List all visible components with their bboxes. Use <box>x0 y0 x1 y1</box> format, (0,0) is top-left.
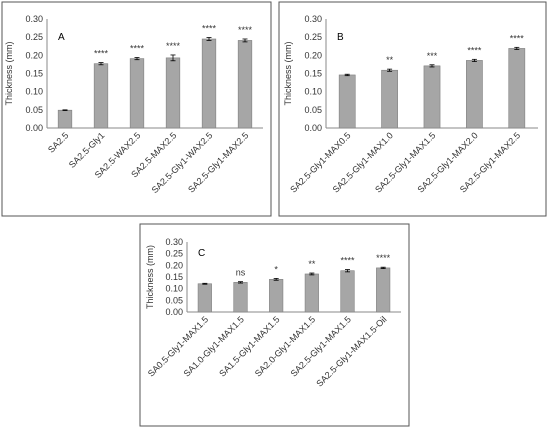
panel-c-significance-label: ns <box>236 268 246 278</box>
panel-c-bar <box>304 273 319 313</box>
panel-c-y-tick-label: 0.30 <box>165 237 183 247</box>
panel-b-y-tick-label: 0.10 <box>304 87 322 97</box>
panel-a-y-tick-label: 0.05 <box>25 105 43 115</box>
panel-b-bar <box>381 69 398 129</box>
panel-c-y-axis-label: Thickness (mm) <box>145 245 155 309</box>
panel-a-significance-label: **** <box>166 41 181 51</box>
panel-b-bar <box>508 48 526 129</box>
panel-a: 0.00 0.05 0.10 0.15 0.20 0.25 0.30 Thickness (m… <box>1 1 272 217</box>
panel-c-bar <box>376 267 391 313</box>
panel-a-bar <box>201 38 217 129</box>
panel-c-y-tick-label: 0.15 <box>165 272 183 282</box>
panel-a-label: A <box>58 32 65 43</box>
panel-a-significance-label: **** <box>94 49 109 59</box>
panel-a-significance-label: **** <box>238 25 253 35</box>
panel-b-frame <box>278 1 547 217</box>
panel-a-significance-label: **** <box>130 44 145 54</box>
panel-b-bar <box>423 65 441 129</box>
panel-b-bar <box>338 74 356 129</box>
panel-b-y-tick-label: 0.20 <box>304 50 322 60</box>
panel-c-label: C <box>198 248 205 259</box>
panel-c-significance-label: **** <box>340 256 355 266</box>
panel-c-bar <box>233 282 248 313</box>
panel-c: 0.00 0.050.10 0.15 0.200.25 0.30 Thickness (m… <box>139 223 410 427</box>
panel-b-y-tick-label: 0.00 <box>304 123 322 133</box>
panel-a-bar <box>237 40 253 129</box>
panel-b-significance-label: *** <box>427 51 438 61</box>
panel-c-bar <box>269 279 284 313</box>
panel-c-bar <box>197 283 212 313</box>
panel-b-bar <box>466 60 483 129</box>
panel-c-y-tick-label: 0.00 <box>165 307 183 317</box>
panel-b: 0.00 0.05 0.10 0.15 0.20 0.25 0.30 Thickness (m… <box>278 1 547 217</box>
panel-a-bar <box>165 57 181 129</box>
panel-c-significance-label: **** <box>376 253 391 263</box>
panel-a-bar <box>129 58 145 129</box>
panel-a-bar <box>57 109 73 129</box>
panel-b-label: B <box>337 32 344 43</box>
panel-a-y-tick-label: 0.30 <box>25 14 43 24</box>
panel-b-significance-label: ** <box>386 55 394 65</box>
panel-c-significance-label: ** <box>308 259 316 269</box>
panel-a-significance-label: **** <box>202 24 217 34</box>
panel-b-y-tick-label: 0.05 <box>304 105 322 115</box>
panel-b-y-tick-label: 0.15 <box>304 69 322 79</box>
panel-a-y-tick-label: 0.10 <box>25 87 43 97</box>
panel-b-significance-label: **** <box>510 33 525 43</box>
panel-c-bar <box>340 270 355 313</box>
panel-c-y-tick-label: 0.05 <box>165 295 183 305</box>
panel-c-frame <box>139 223 410 427</box>
panel-b-significance-label: **** <box>467 45 482 55</box>
panel-b-y-tick-label: 0.30 <box>304 14 322 24</box>
panel-a-y-axis-label: Thickness (mm) <box>4 41 14 105</box>
panel-a-bar <box>93 63 109 129</box>
panel-a-y-tick-label: 0.25 <box>25 32 43 42</box>
panel-c-y-tick-label: 0.25 <box>165 249 183 259</box>
panel-a-y-tick-label: 0.20 <box>25 50 43 60</box>
panel-a-y-tick-label: 0.15 <box>25 69 43 79</box>
panel-b-y-axis-label: Thickness (mm) <box>283 41 293 105</box>
panel-a-y-tick-label: 0.00 <box>25 123 43 133</box>
panel-c-y-tick-label: 0.20 <box>165 260 183 270</box>
panel-b-y-tick-label: 0.25 <box>304 32 322 42</box>
panel-c-y-tick-label: 0.10 <box>165 284 183 294</box>
panel-c-significance-label: * <box>274 264 278 274</box>
